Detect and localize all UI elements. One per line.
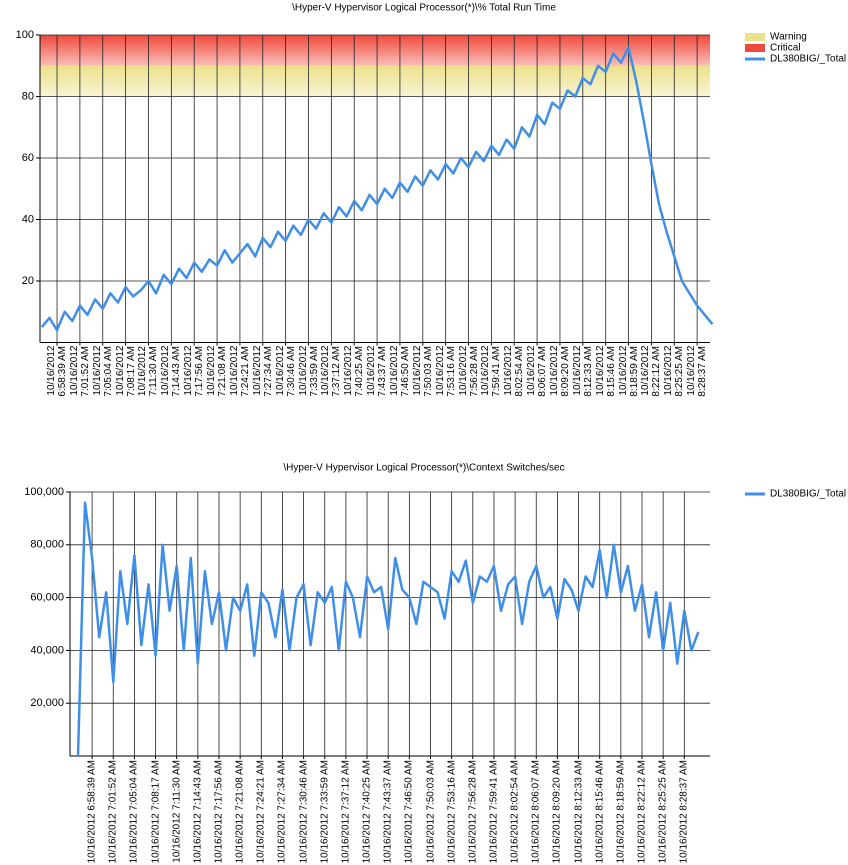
x-tick-label: 10/16/2012 8:09:20 AM	[551, 760, 563, 864]
x-tick-label: 10/16/2012 7:21:08 AM	[234, 760, 246, 864]
y-tick-label: 80	[22, 90, 34, 102]
x-tick-label: 10/16/2012 7:33:59 AM	[297, 346, 320, 397]
x-tick-label: 10/16/2012 7:43:37 AM	[382, 760, 394, 864]
x-tick-label: 10/16/2012 8:15:46 AM	[594, 346, 617, 397]
x-tick-label: 10/16/2012 8:18:59 AM	[617, 346, 640, 397]
x-tick-label: 10/16/2012 8:28:37 AM	[686, 346, 709, 397]
x-tick-label: 10/16/2012 7:08:17 AM	[150, 760, 162, 864]
x-tick-label: 10/16/2012 6:58:39 AM	[46, 346, 69, 397]
legend-swatch	[745, 44, 765, 52]
x-tick-label: 10/16/2012 7:08:17 AM	[114, 346, 137, 397]
x-tick-label: 10/16/2012 7:50:03 AM	[425, 760, 436, 864]
threshold-band	[40, 65, 710, 97]
x-tick-label: 10/16/2012 7:17:56 AM	[183, 346, 206, 397]
x-tick-label: 10/16/2012 8:22:12 AM	[640, 346, 663, 397]
legend-label: Warning	[770, 32, 807, 43]
x-tick-label: 10/16/2012 7:40:25 AM	[361, 760, 373, 864]
x-tick-label: 10/16/2012 8:06:07 AM	[530, 760, 542, 864]
x-tick-label: 10/16/2012 7:17:56 AM	[213, 760, 225, 864]
x-tick-label: 10/16/2012 7:05:04 AM	[128, 760, 140, 864]
x-tick-label: 10/16/2012 8:25:25 AM	[663, 346, 686, 397]
x-tick-label: 10/16/2012 7:33:59 AM	[319, 760, 331, 864]
x-tick-label: 10/16/2012 7:27:34 AM	[276, 760, 288, 864]
chart-title: \Hyper-V Hypervisor Logical Processor(*)…	[283, 463, 564, 474]
x-tick-label: 10/16/2012 7:50:03 AM	[411, 346, 434, 397]
x-tick-label: 10/16/2012 7:14:43 AM	[192, 760, 204, 864]
x-tick-label: 10/16/2012 7:46:50 AM	[403, 760, 415, 864]
y-tick-label: 100,000	[24, 486, 64, 498]
legend-label: DL380BIG/_Total	[770, 54, 846, 65]
y-tick-label: 60,000	[30, 592, 64, 604]
x-tick-label: 10/16/2012 7:59:41 AM	[480, 346, 503, 397]
x-tick-label: 10/16/2012 8:06:07 AM	[526, 346, 549, 397]
y-tick-label: 100	[16, 29, 34, 41]
x-tick-label: 10/16/2012 7:40:25 AM	[343, 346, 366, 397]
x-tick-label: 10/16/2012 7:56:28 AM	[467, 760, 479, 864]
x-tick-label: 10/16/2012 7:11:30 AM	[137, 346, 160, 397]
x-tick-label: 10/16/2012 8:18:59 AM	[615, 760, 627, 864]
x-tick-label: 10/16/2012 7:11:30 AM	[171, 760, 183, 863]
x-tick-label: 10/16/2012 8:22:12 AM	[636, 760, 648, 864]
x-tick-label: 10/16/2012 7:46:50 AM	[388, 346, 411, 397]
x-tick-label: 10/16/2012 7:37:12 AM	[340, 760, 352, 864]
legend-label: Critical	[770, 43, 801, 54]
legend-swatch	[745, 33, 765, 41]
series-line	[76, 501, 700, 757]
x-tick-label: 10/16/2012 7:59:41 AM	[488, 760, 500, 864]
x-tick-label: 10/16/2012 7:24:21 AM	[228, 346, 251, 397]
x-tick-label: 10/16/2012 7:01:52 AM	[68, 346, 91, 397]
x-tick-label: 10/16/2012 8:15:46 AM	[594, 760, 606, 864]
y-tick-label: 80,000	[30, 539, 64, 551]
x-tick-label: 10/16/2012 8:02:54 AM	[509, 760, 521, 864]
chart-title: \Hyper-V Hypervisor Logical Processor(*)…	[292, 3, 556, 14]
x-tick-label: 10/16/2012 7:37:12 AM	[320, 346, 343, 397]
x-tick-label: 10/16/2012 8:28:37 AM	[678, 760, 690, 864]
x-tick-label: 10/16/2012 7:24:21 AM	[255, 760, 267, 864]
x-tick-label: 10/16/2012 7:05:04 AM	[91, 346, 114, 397]
x-tick-label: 10/16/2012 7:53:16 AM	[434, 346, 457, 397]
x-tick-label: 10/16/2012 8:02:54 AM	[503, 346, 526, 397]
x-tick-label: 10/16/2012 7:27:34 AM	[251, 346, 274, 397]
x-tick-label: 10/16/2012 7:14:43 AM	[160, 346, 183, 397]
x-tick-label: 10/16/2012 7:30:46 AM	[274, 346, 297, 397]
x-tick-label: 10/16/2012 8:12:33 AM	[571, 346, 594, 397]
x-tick-label: 10/16/2012 7:30:46 AM	[298, 760, 310, 864]
y-tick-label: 60	[22, 152, 34, 164]
x-tick-label: 10/16/2012 6:58:39 AM	[86, 760, 98, 864]
x-tick-label: 10/16/2012 8:09:20 AM	[548, 346, 571, 397]
x-tick-label: 10/16/2012 7:56:28 AM	[457, 346, 480, 397]
x-tick-label: 10/16/2012 8:25:25 AM	[657, 760, 669, 864]
y-tick-label: 40,000	[30, 644, 64, 656]
x-tick-label: 10/16/2012 8:12:33 AM	[573, 760, 585, 864]
legend-label: DL380BIG/_Total	[770, 489, 846, 500]
y-tick-label: 20	[22, 275, 34, 287]
y-tick-label: 20,000	[30, 697, 64, 709]
x-tick-label: 10/16/2012 7:01:52 AM	[107, 760, 119, 864]
x-tick-label: 10/16/2012 7:43:37 AM	[366, 346, 389, 397]
x-tick-label: 10/16/2012 7:53:16 AM	[446, 760, 458, 864]
series-line	[40, 46, 714, 332]
x-tick-label: 10/16/2012 7:21:08 AM	[206, 346, 229, 397]
threshold-band	[40, 35, 710, 66]
y-tick-label: 40	[22, 213, 34, 225]
